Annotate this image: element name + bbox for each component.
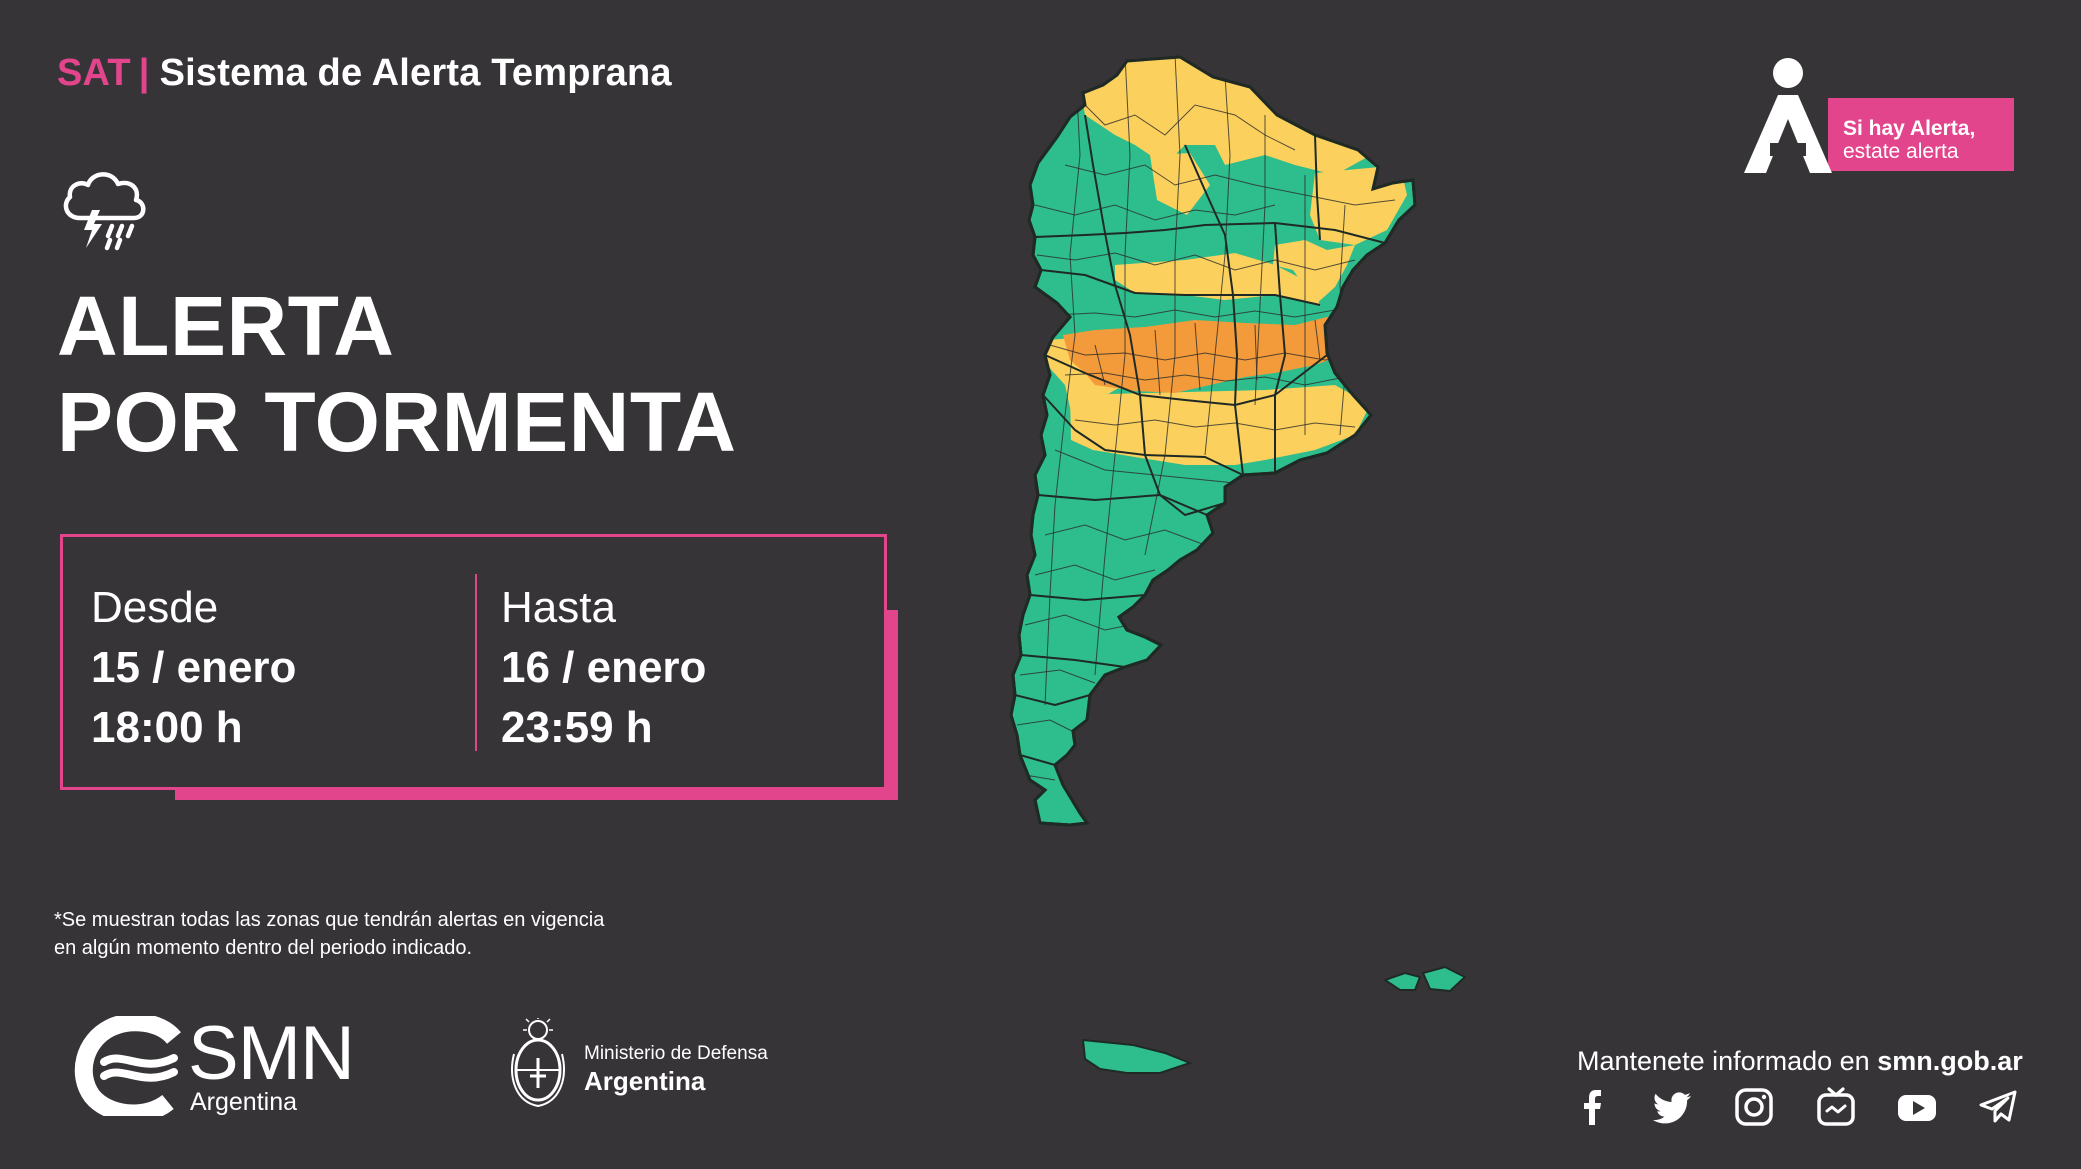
period-to: Hasta 16 / enero 23:59 h — [501, 578, 706, 758]
from-time: 18:00 h — [91, 703, 243, 752]
website-link[interactable]: smn.gob.ar — [1877, 1046, 2023, 1076]
ministry-country: Argentina — [584, 1066, 706, 1096]
alert-person-icon — [1744, 58, 1832, 173]
alert-title: ALERTA POR TORMENTA — [57, 278, 737, 470]
alert-slogan-badge — [1828, 98, 2014, 171]
alert-title-line2: POR TORMENTA — [57, 375, 737, 469]
header-title: Sistema de Alerta Temprana — [159, 52, 672, 94]
badge-line1: Si hay Alerta, — [1843, 117, 1976, 140]
ministry-name: Ministerio de Defensa — [584, 1043, 768, 1064]
alert-map — [1009, 55, 1467, 1074]
badge-line2: estate alerta — [1843, 140, 1959, 163]
stay-informed: Mantenete informado en smn.gob.ar — [1577, 1046, 2023, 1076]
stay-informed-text: Mantenete informado en — [1577, 1046, 1878, 1076]
footnote: *Se muestran todas las zonas que tendrán… — [54, 909, 605, 959]
smn-name: SMN — [188, 1011, 355, 1096]
period-from: Desde 15 / enero 18:00 h — [91, 578, 296, 758]
header-divider: | — [138, 52, 150, 94]
coat-of-arms-icon — [511, 1018, 565, 1108]
smn-logo-icon — [74, 1016, 181, 1116]
facebook-icon[interactable] — [1572, 1087, 1612, 1127]
alert-title-line1: ALERTA — [57, 279, 395, 373]
to-time: 23:59 h — [501, 703, 653, 752]
to-date: 16 / enero — [501, 643, 707, 692]
tv-icon[interactable] — [1816, 1087, 1856, 1127]
youtube-icon[interactable] — [1897, 1087, 1937, 1127]
from-date: 15 / enero — [91, 643, 297, 692]
date-box — [60, 534, 887, 790]
header-prefix: SAT — [57, 52, 131, 94]
storm-cloud-icon — [63, 172, 146, 251]
date-divider — [475, 574, 477, 751]
social-links — [1572, 1087, 2018, 1131]
from-label: Desde — [91, 583, 219, 632]
instagram-icon[interactable] — [1734, 1087, 1774, 1127]
to-label: Hasta — [501, 583, 616, 632]
page-header: SAT | Sistema de Alerta Temprana — [57, 52, 672, 95]
smn-subtitle: Argentina — [190, 1088, 298, 1116]
telegram-icon[interactable] — [1978, 1087, 2018, 1127]
twitter-icon[interactable] — [1653, 1087, 1693, 1127]
